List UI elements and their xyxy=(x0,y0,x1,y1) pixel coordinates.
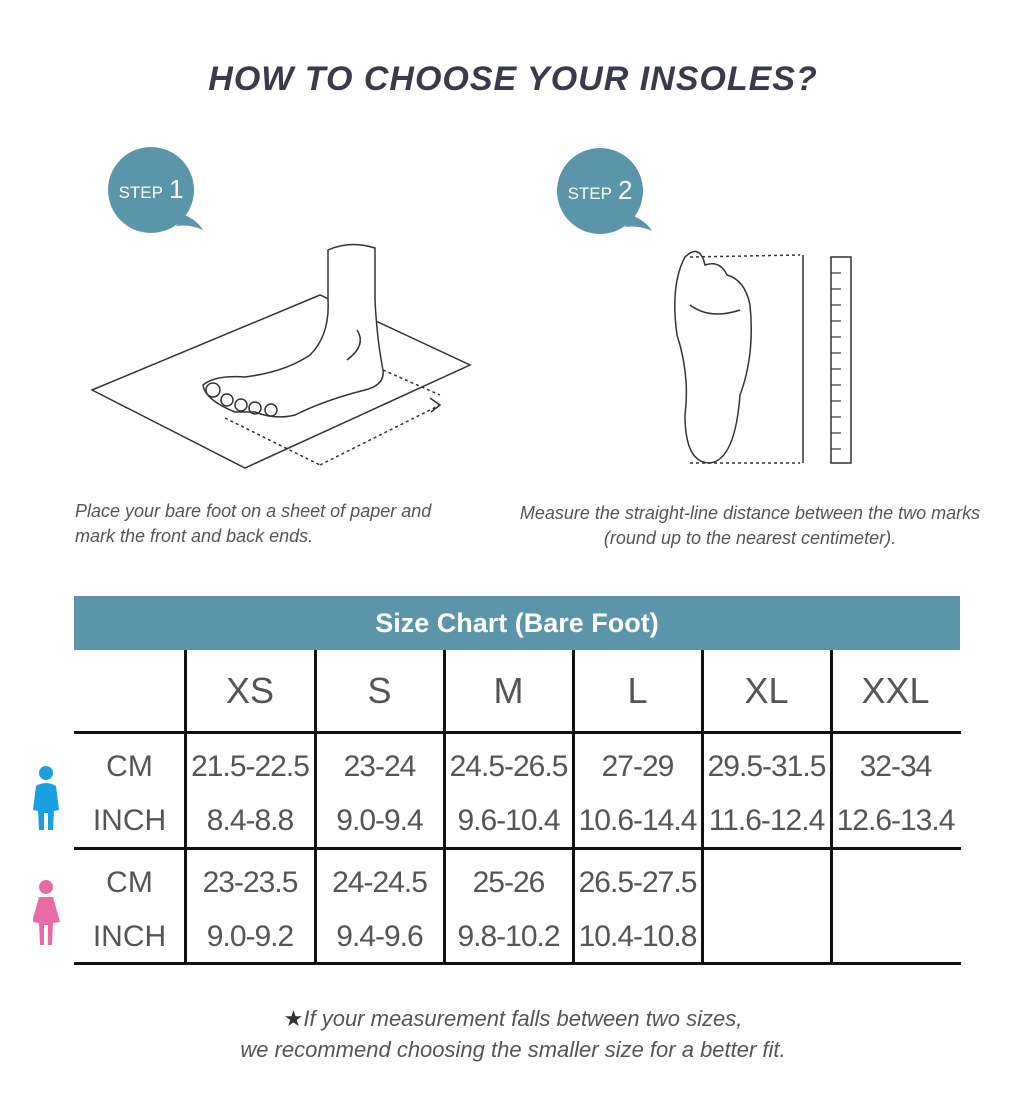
sizing-note: ★If your measurement falls between two s… xyxy=(0,1003,1026,1065)
step-1-caption: Place your bare foot on a sheet of paper… xyxy=(75,499,431,549)
size-header-xs: XS xyxy=(225,670,275,711)
step-number: 1 xyxy=(168,174,184,204)
caption-line: Place your bare foot on a sheet of paper… xyxy=(75,501,432,521)
column-divider xyxy=(184,650,187,964)
size-header-m: M xyxy=(493,670,524,711)
size-header-xxl: XXL xyxy=(861,670,930,711)
foot-measure-illustration xyxy=(674,250,852,464)
foot-on-paper-illustration xyxy=(90,243,472,469)
size-chart-title: Size Chart (Bare Foot) xyxy=(74,596,960,650)
column-divider xyxy=(314,650,317,964)
men-inch-value: 12.6-13.4 xyxy=(836,804,956,837)
speech-bubble-icon xyxy=(557,148,652,234)
step-2-badge: STEP 2 xyxy=(557,147,652,237)
note-line-2: we recommend choosing the smaller size f… xyxy=(240,1037,786,1062)
table-divider xyxy=(74,962,961,965)
men-cm-value: 21.5-22.5 xyxy=(191,750,310,783)
men-cm-value: 23-24 xyxy=(343,750,417,783)
speech-bubble-icon xyxy=(108,147,203,233)
men-cm-value: 29.5-31.5 xyxy=(707,750,827,783)
size-header-xl: XL xyxy=(744,670,789,711)
men-inch-value: 11.6-12.4 xyxy=(708,804,826,837)
men-inch-value: 8.4-8.8 xyxy=(206,804,294,837)
caption-line: mark the front and back ends. xyxy=(75,526,314,546)
women-cm-value: 25-26 xyxy=(472,866,546,899)
step-1-badge: STEP 1 xyxy=(108,146,203,236)
star-icon: ★ xyxy=(283,1006,304,1031)
women-inch-value: 9.4-9.6 xyxy=(336,920,423,953)
men-inch-label: INCH xyxy=(92,804,167,837)
caption-line: Measure the straight-line distance betwe… xyxy=(519,503,981,523)
size-header-l: L xyxy=(627,670,648,711)
women-cm-label: CM xyxy=(106,866,153,899)
men-cm-label: CM xyxy=(106,750,153,783)
women-cm-value: 23-23.5 xyxy=(202,866,299,899)
men-cm-value: 24.5-26.5 xyxy=(449,750,569,783)
note-line-1: If your measurement falls between two si… xyxy=(303,1006,743,1031)
table-divider xyxy=(74,731,961,734)
female-figure-icon xyxy=(33,880,60,945)
column-divider xyxy=(572,650,575,964)
step-label: STEP xyxy=(567,184,612,203)
column-divider xyxy=(443,650,446,964)
men-inch-value: 10.6-14.4 xyxy=(578,804,698,837)
size-header-s: S xyxy=(367,670,392,711)
step-2-caption: Measure the straight-line distance betwe… xyxy=(500,501,1000,551)
column-divider xyxy=(830,650,833,964)
women-cm-value: 24-24.5 xyxy=(332,866,428,899)
men-inch-value: 9.6-10.4 xyxy=(457,804,560,837)
men-cm-value: 32-34 xyxy=(859,750,933,783)
male-figure-icon xyxy=(33,766,59,830)
page-title: HOW TO CHOOSE YOUR INSOLES? xyxy=(208,60,818,98)
men-cm-value: 27-29 xyxy=(601,750,675,783)
column-divider xyxy=(701,650,704,964)
table-divider xyxy=(74,847,961,850)
women-inch-label: INCH xyxy=(92,920,167,953)
step-number: 2 xyxy=(617,175,633,205)
caption-line: (round up to the nearest centimeter). xyxy=(603,528,897,548)
men-inch-value: 9.0-9.4 xyxy=(336,804,423,837)
women-inch-value: 9.0-9.2 xyxy=(206,920,294,953)
women-inch-value: 10.4-10.8 xyxy=(578,920,698,953)
women-inch-value: 9.8-10.2 xyxy=(457,920,560,953)
women-cm-value: 26.5-27.5 xyxy=(578,866,698,899)
step-label: STEP xyxy=(118,183,163,202)
